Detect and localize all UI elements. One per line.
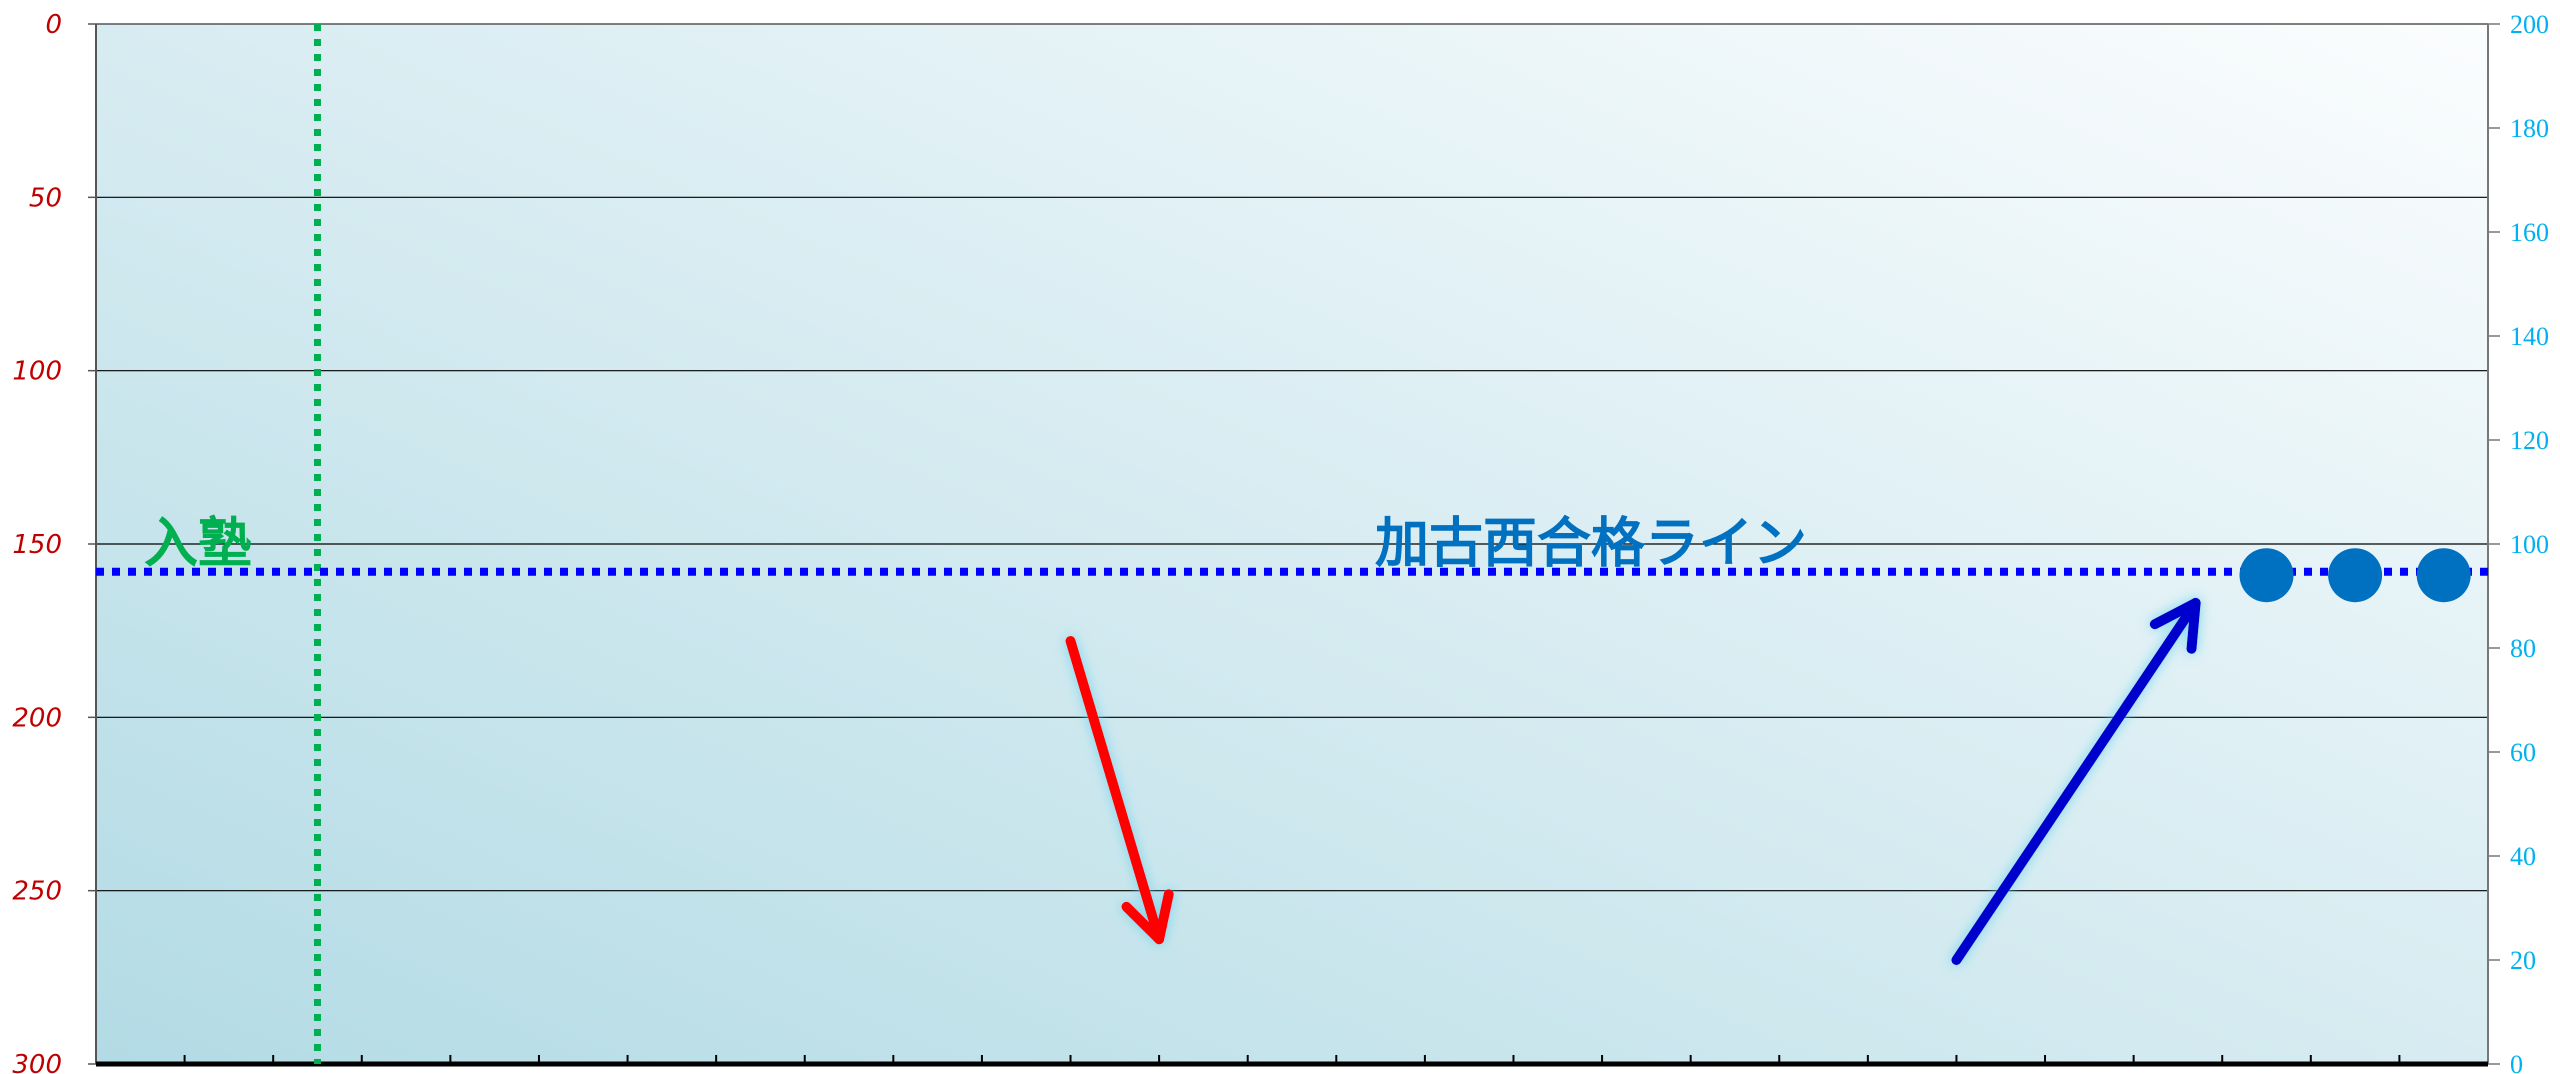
left-axis-tick-label: 250: [12, 877, 62, 907]
right-axis-tick-label: 40: [2510, 842, 2536, 871]
arrow-down: [1065, 636, 1174, 945]
arrow-up: [1951, 597, 2201, 965]
right-axis-tick-label: 160: [2510, 218, 2549, 247]
pass-line-label: 加古西合格ライン: [1375, 512, 1807, 575]
arrow-down-head: [1121, 889, 1174, 945]
left-axis-tick-label: 100: [12, 357, 62, 387]
x-axis-ticks: [183, 1055, 2401, 1064]
right-axis-tick-label: 60: [2510, 738, 2536, 767]
arrow-up-shaft: [1951, 597, 2201, 965]
left-axis-tick-label: 300: [12, 1050, 62, 1074]
left-axis-tick-label: 50: [29, 183, 62, 213]
right-axis-tick-label: 0: [2510, 1050, 2523, 1074]
data-point: [2328, 548, 2383, 603]
annotations: 入塾 加古西合格ライン: [96, 24, 2488, 1064]
data-point: [2416, 548, 2471, 603]
data-points: [2239, 548, 2471, 603]
right-axis-tick-label: 80: [2510, 634, 2536, 663]
entry-label: 入塾: [144, 512, 252, 575]
left-axis-labels: 0 50 100 150 200 250 300: [12, 10, 96, 1074]
left-axis-tick-label: 0: [45, 10, 62, 40]
right-axis-tick-label: 100: [2510, 530, 2549, 559]
arrows: [1065, 597, 2201, 965]
gridlines: [96, 196, 2488, 892]
right-axis-labels: 0 20 40 60 80 100 120 140 160 180 200: [2488, 10, 2549, 1074]
arrow-up-head: [2149, 597, 2201, 654]
right-axis-tick-label: 200: [2510, 10, 2549, 39]
left-axis-tick-label: 150: [12, 530, 62, 560]
right-axis-tick-label: 120: [2510, 426, 2549, 455]
right-axis-tick-label: 180: [2510, 114, 2549, 143]
arrow-down-shaft: [1065, 636, 1165, 945]
right-axis-tick-label: 20: [2510, 946, 2536, 975]
right-axis-tick-label: 140: [2510, 322, 2549, 351]
left-axis-tick-label: 200: [12, 703, 62, 733]
data-point: [2239, 548, 2294, 603]
